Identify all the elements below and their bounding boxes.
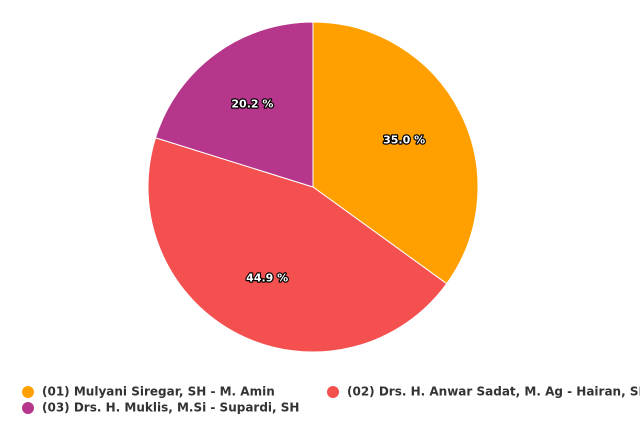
slice-label: 20.2 %	[231, 98, 273, 111]
legend-marker	[22, 386, 34, 398]
legend-entry: (03) Drs. H. Muklis, M.Si - Supardi, SH	[42, 401, 299, 415]
slice-label: 44.9 %	[246, 271, 288, 284]
legend-marker	[22, 402, 34, 414]
legend-marker	[327, 386, 339, 398]
pie-slice	[154, 21, 314, 188]
pie-slice	[147, 137, 448, 353]
pie-slice	[312, 21, 479, 285]
legend-entry: (02) Drs. H. Anwar Sadat, M. Ag - Hairan…	[347, 385, 640, 399]
legend-entry: (01) Mulyani Siregar, SH - M. Amin	[42, 385, 275, 399]
slice-label: 35.0 %	[383, 133, 425, 146]
